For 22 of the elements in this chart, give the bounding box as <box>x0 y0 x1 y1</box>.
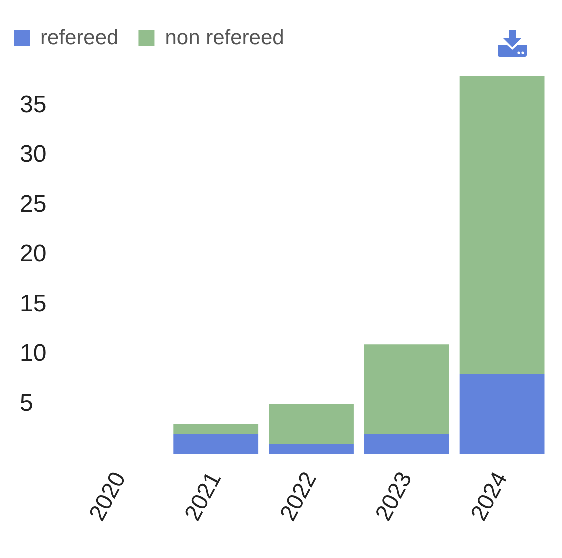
y-tick-label: 20 <box>20 240 47 268</box>
x-tick-label: 2023 <box>370 468 417 525</box>
bar <box>460 76 545 374</box>
legend-label: non refereed <box>165 26 284 50</box>
bar <box>269 404 354 444</box>
y-tick-label: 35 <box>20 91 47 118</box>
y-tick-label: 25 <box>20 190 47 218</box>
x-tick-label: 2020 <box>84 468 131 525</box>
legend-label: refereed <box>40 26 119 50</box>
y-tick-label: 5 <box>20 390 34 417</box>
bar <box>174 424 259 434</box>
bar <box>460 374 545 454</box>
y-tick-label: 15 <box>20 290 47 318</box>
y-tick-label: 30 <box>20 141 47 168</box>
bar <box>269 444 354 454</box>
y-tick-label: 10 <box>20 340 47 368</box>
bar <box>364 344 450 434</box>
x-tick-label: 2022 <box>274 468 322 525</box>
bar <box>174 434 259 454</box>
x-tick-label: 2024 <box>465 467 512 525</box>
bar <box>364 434 450 454</box>
x-tick-label: 2021 <box>179 468 226 525</box>
